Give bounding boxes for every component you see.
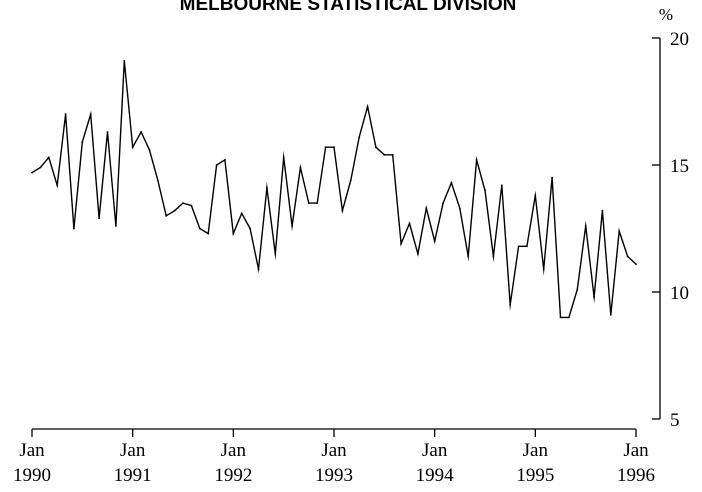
data-point (165, 214, 168, 217)
x-tick-label-month: Jan (221, 440, 247, 461)
data-point (526, 245, 528, 248)
data-point (131, 146, 134, 149)
data-point (73, 227, 75, 230)
y-axis-unit-label: % (659, 5, 673, 24)
x-tick-label-month: Jan (422, 440, 448, 461)
series-layer (31, 60, 637, 319)
data-point (375, 146, 377, 149)
data-point (282, 156, 285, 159)
y-tick-label: 5 (670, 410, 680, 431)
data-point (47, 156, 50, 159)
data-point (257, 268, 260, 270)
data-point (266, 187, 268, 189)
x-tick-label-year: 1994 (416, 465, 455, 486)
x-tick-label-year: 1992 (214, 465, 252, 486)
data-point (173, 209, 176, 212)
data-point (140, 131, 143, 133)
data-point (215, 164, 218, 166)
x-tick-label-year: 1996 (617, 465, 655, 486)
data-point (316, 202, 319, 205)
data-point (425, 207, 428, 210)
x-tick-label-year: 1993 (315, 465, 353, 486)
data-point (484, 189, 486, 192)
data-point (475, 159, 478, 161)
y-tick-label: 20 (670, 29, 689, 50)
data-point (324, 146, 327, 149)
data-point (450, 181, 453, 184)
data-point (509, 303, 512, 306)
data-point (307, 202, 310, 205)
data-point (542, 268, 545, 270)
data-point (358, 136, 361, 139)
x-tick-label-month: Jan (623, 440, 649, 461)
x-tick-label-month: Jan (523, 440, 549, 461)
data-point (534, 194, 537, 197)
y-tick-label: 15 (670, 156, 689, 177)
data-point (492, 255, 495, 258)
data-point (39, 166, 42, 169)
data-point (568, 316, 570, 319)
data-point (224, 159, 226, 161)
data-point (64, 113, 67, 116)
x-axis-ticks: Jan 1990 Jan 1991 Jan 1992 Jan 1993 Jan 1994 Jan 19… (13, 429, 655, 486)
data-point (198, 227, 201, 230)
data-point (341, 209, 344, 212)
data-point (609, 314, 612, 316)
data-point (467, 255, 470, 258)
data-point (156, 179, 159, 182)
data-point (417, 253, 419, 255)
x-tick-label-year: 1995 (516, 465, 554, 486)
data-point (56, 184, 59, 187)
x-tick-label-year: 1991 (114, 465, 152, 486)
y-tick-label: 10 (670, 283, 689, 304)
data-point (31, 171, 33, 174)
data-point (593, 296, 595, 298)
data-point (249, 227, 252, 230)
data-point (442, 202, 444, 205)
data-point (517, 245, 520, 248)
data-point (115, 225, 117, 227)
x-tick-label-month: Jan (19, 440, 45, 461)
x-tick-label-year: 1990 (13, 465, 51, 486)
data-point (601, 209, 604, 212)
data-point (240, 212, 243, 215)
data-point (408, 222, 411, 225)
data-point (391, 153, 394, 156)
data-point (349, 179, 352, 182)
data-point (458, 207, 461, 210)
data-point (383, 153, 386, 156)
data-point (551, 176, 553, 179)
data-point (89, 113, 92, 116)
series-line (31, 60, 637, 319)
data-point (148, 148, 151, 151)
y-axis-ticks: 5 10 15 20 (652, 29, 689, 431)
data-point (81, 141, 84, 144)
x-tick-label-month: Jan (120, 440, 146, 461)
data-point (400, 242, 402, 245)
data-point (299, 166, 302, 169)
data-point (576, 288, 579, 291)
data-point (626, 255, 629, 258)
data-point (123, 60, 126, 62)
data-point (635, 263, 637, 265)
data-point (333, 146, 335, 149)
data-point (207, 232, 210, 235)
x-tick-label-month: Jan (321, 440, 347, 461)
data-point (190, 204, 193, 207)
data-point (232, 232, 235, 235)
data-point (291, 225, 293, 227)
chart-title: MELBOURNE STATISTICAL DIVISION (180, 0, 517, 15)
data-point (98, 217, 100, 220)
data-point (584, 225, 587, 227)
data-point (106, 131, 109, 133)
data-point (182, 202, 184, 205)
data-point (366, 105, 369, 108)
data-point (618, 230, 621, 232)
data-point (559, 316, 562, 319)
data-point (433, 240, 436, 243)
data-point (274, 253, 277, 255)
data-point (500, 184, 503, 187)
